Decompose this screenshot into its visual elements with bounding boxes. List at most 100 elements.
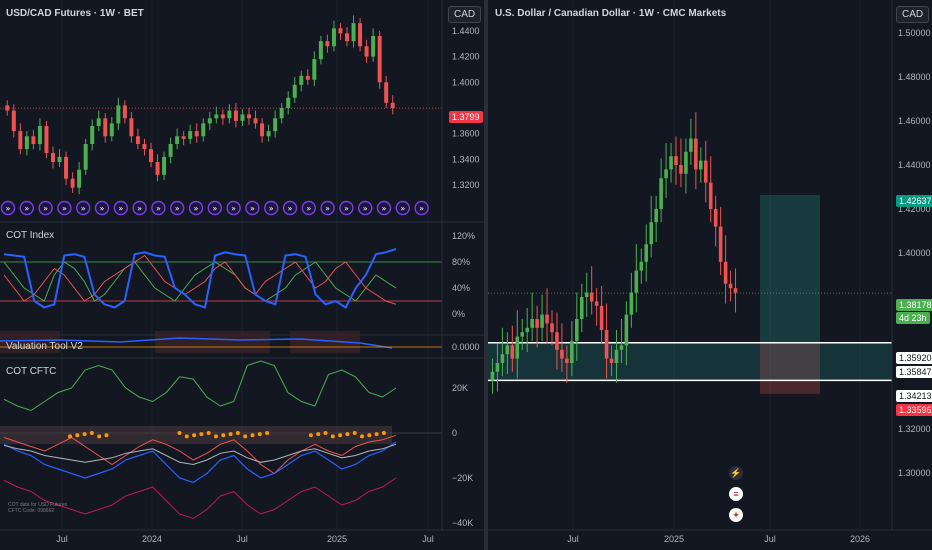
cftc-footnote-line1: COT data for USD Futures [8, 502, 68, 508]
candle-body [664, 169, 668, 179]
pane-divider[interactable] [484, 0, 488, 550]
cftc-signal-dot [228, 432, 233, 437]
candle-body [644, 244, 649, 262]
cftc-signal-dot [338, 433, 343, 438]
candle-body [723, 261, 728, 284]
candle-body [227, 110, 232, 119]
cftc-signal-dot [308, 433, 313, 438]
double-chevron-right-icon: » [57, 200, 72, 216]
candle-body [535, 319, 539, 328]
valuation-band [0, 331, 60, 353]
cftc-signal-dot [221, 433, 226, 438]
double-chevron-right-icon: » [75, 200, 91, 216]
svg-text:»: » [24, 204, 29, 213]
candle-body [299, 75, 304, 85]
candle-body [18, 131, 23, 150]
candle-body [490, 371, 495, 381]
time-axis-label: 2024 [142, 534, 162, 544]
cot-index-tick-label: 0% [452, 309, 465, 319]
candle-body [689, 138, 693, 152]
candle-body [510, 345, 515, 359]
cftc-open-interest-line [3, 477, 397, 520]
candle-body [718, 226, 723, 262]
double-chevron-right-icon: » [226, 200, 241, 216]
right-chart-canvas[interactable]: 1.50000 1.48000 1.46000 1.44000 1.42000 1.400… [488, 0, 932, 550]
candle-body [589, 292, 594, 302]
svg-text:»: » [250, 204, 255, 213]
double-chevron-right-icon: » [376, 200, 392, 216]
svg-text:»: » [306, 204, 311, 213]
right-currency-button[interactable]: CAD [896, 6, 930, 23]
candle-body [260, 123, 265, 137]
candle-body [5, 105, 10, 111]
candle-body [515, 336, 520, 359]
us-flag-icon[interactable]: ≡ [729, 487, 743, 501]
left-chart-pane[interactable]: 1.4400 1.4200 1.4000 1.3600 1.3400 1.3200 » » » »… [0, 0, 484, 550]
candle-body [599, 305, 604, 330]
price-tick-label: 1.42000 [898, 204, 931, 214]
svg-text:»: » [118, 204, 123, 213]
price-tick-label: 1.4200 [452, 52, 480, 62]
cot-index-label: COT Index [6, 230, 55, 241]
candle-body [629, 292, 634, 315]
double-chevron-right-icon: » [94, 200, 110, 216]
candle-body [31, 136, 36, 144]
candle-body [674, 156, 678, 165]
candle-body [530, 319, 534, 328]
double-chevron-right-icon: » [19, 200, 34, 216]
cftc-signal-dot [68, 434, 72, 439]
svg-text:»: » [382, 204, 387, 213]
double-chevron-right-icon: » [414, 200, 429, 216]
svg-text:»: » [6, 204, 11, 213]
candle-body [109, 123, 114, 137]
double-chevron-right-icon: » [113, 200, 129, 216]
demand-zone [488, 342, 892, 381]
cftc-signal-dot [330, 434, 335, 439]
svg-text:»: » [288, 204, 293, 213]
candle-body [83, 144, 88, 170]
time-axis-label: Jul [567, 534, 579, 544]
candle-body [64, 156, 69, 179]
left-currency-button[interactable]: CAD [448, 6, 482, 23]
cftc-signal-dot [75, 433, 80, 438]
candle-body [505, 345, 510, 355]
candle-body [201, 123, 206, 137]
candle-body [292, 84, 297, 98]
cftc-average-line [3, 443, 397, 466]
cftc-signal-dot [257, 432, 262, 437]
left-chart-title: USD/CAD Futures · 1W · BET [6, 8, 144, 19]
candle-body [77, 169, 82, 188]
candle-body [703, 160, 708, 183]
lightning-icon[interactable]: ⚡ [729, 466, 743, 480]
candle-body [565, 358, 569, 363]
stop-price-tag: 1.33596 [896, 404, 932, 416]
double-chevron-right-icon: » [169, 200, 185, 216]
cftc-signal-dot [89, 431, 94, 435]
cftc-signal-dot [192, 433, 197, 438]
cftc-signal-dot [97, 434, 102, 439]
time-axis-label: Jul [56, 534, 68, 544]
candle-body [266, 131, 271, 137]
canada-flag-icon[interactable]: ✦ [729, 508, 743, 522]
candle-body [579, 297, 584, 319]
double-chevron-right-icon: » [151, 200, 166, 216]
cot-index-commercials-line [3, 261, 397, 302]
candle-body [699, 160, 703, 170]
cftc-commercials-line [3, 360, 397, 412]
candle-body [390, 102, 395, 108]
candle-body [604, 330, 609, 359]
valuation-band [290, 331, 360, 353]
cftc-footnote-line2: CFTC Code: 098662 [8, 508, 55, 514]
candle-body [713, 209, 718, 227]
cftc-tick-label: 20K [452, 383, 468, 393]
candle-body [639, 261, 644, 271]
candle-body [103, 118, 108, 137]
candle-body [694, 138, 698, 170]
price-tick-label: 1.40000 [898, 248, 931, 258]
cftc-signal-dot [374, 432, 379, 437]
left-chart-canvas[interactable]: 1.4400 1.4200 1.4000 1.3600 1.3400 1.3200 » » » »… [0, 0, 484, 550]
candle-body [384, 82, 389, 103]
cftc-signal-dot [82, 432, 87, 437]
right-chart-pane[interactable]: 1.50000 1.48000 1.46000 1.44000 1.42000 1.400… [488, 0, 932, 550]
last-price-tag: 1.3799 [449, 111, 483, 123]
